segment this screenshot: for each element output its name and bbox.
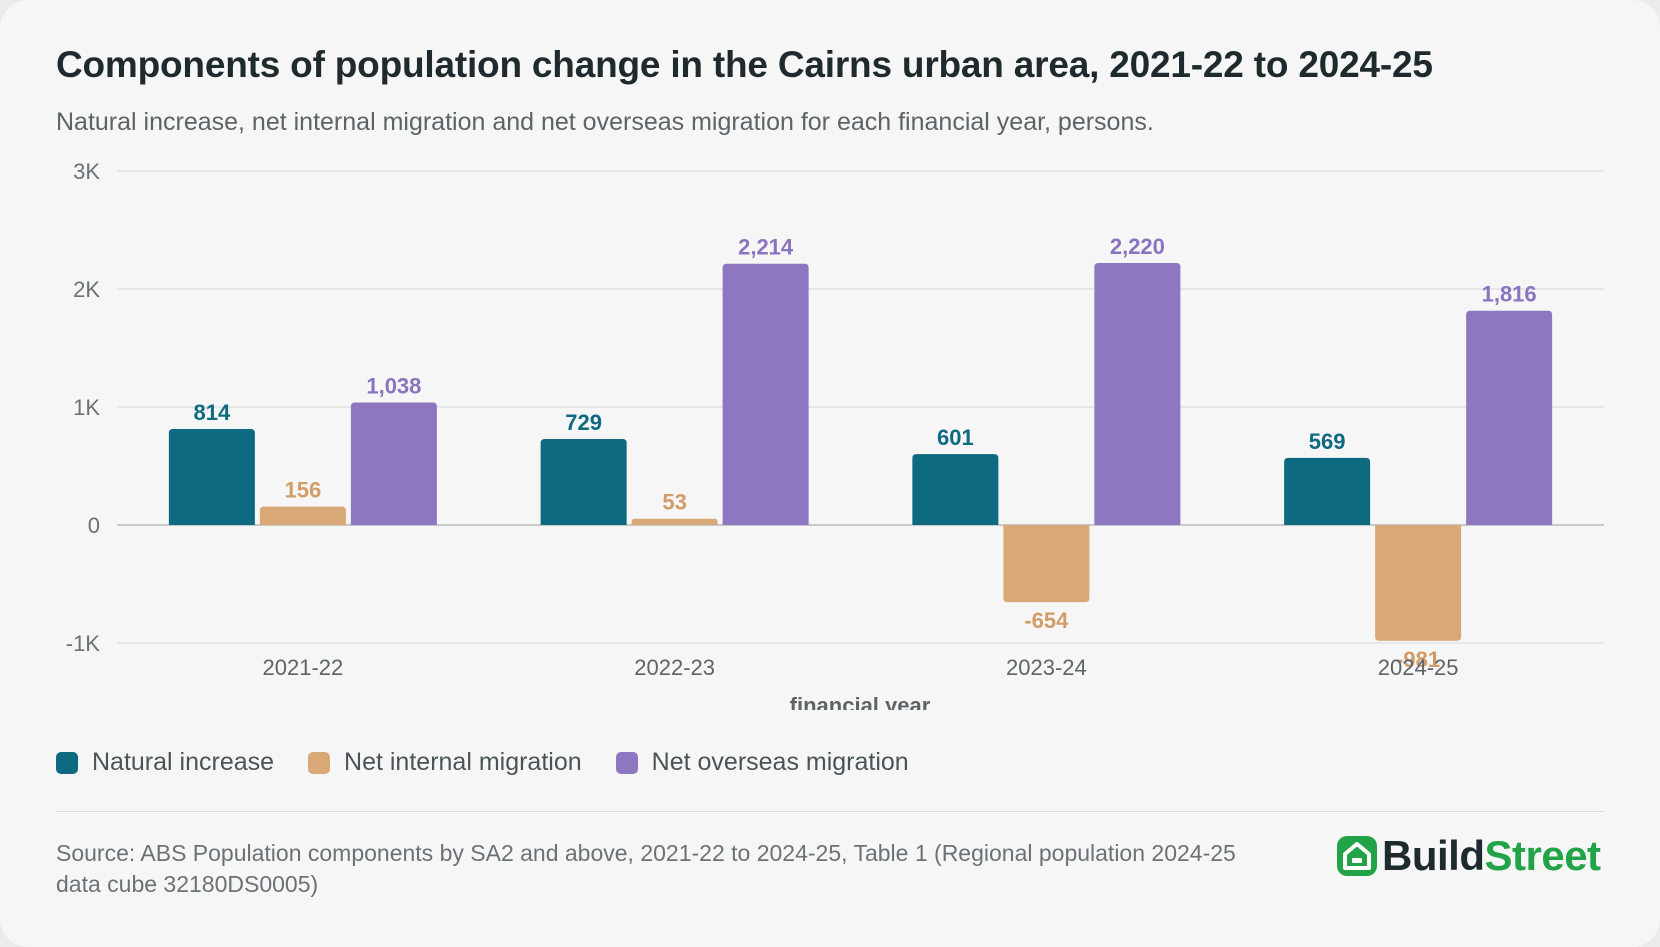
bar-net-internal-migration-2023-24[interactable] (1003, 525, 1090, 603)
bar-net-internal-migration-2022-23[interactable] (631, 518, 718, 525)
bar-net-overseas-migration-2021-22[interactable] (350, 402, 437, 525)
data-label: 729 (565, 410, 602, 435)
bars (168, 263, 1553, 641)
footer-divider (56, 811, 1604, 812)
y-tick-label: 0 (88, 513, 100, 538)
data-labels: 814 156 1,038 729 53 2,214 601 -654 2,220 569 -981… (194, 234, 1537, 672)
chart-subtitle: Natural increase, net internal migration… (56, 108, 1154, 136)
bar-net-overseas-migration-2024-25[interactable] (1466, 310, 1553, 525)
bar-natural-increase-2024-25[interactable] (1284, 457, 1371, 525)
house-icon (1337, 836, 1377, 876)
brand-text-street: Street (1484, 832, 1601, 879)
data-label: 601 (937, 425, 974, 450)
buildstreet-logo[interactable]: Build Street (1336, 832, 1601, 880)
data-label: 156 (285, 478, 322, 503)
legend-swatch (56, 751, 78, 774)
data-label: 1,038 (366, 374, 421, 399)
bar-net-overseas-migration-2023-24[interactable] (1094, 263, 1181, 525)
x-axis-label: financial year (790, 693, 931, 710)
legend-label: Net overseas migration (651, 748, 909, 776)
bar-net-internal-migration-2021-22[interactable] (259, 506, 346, 525)
data-label: 53 (662, 490, 686, 515)
bar-natural-increase-2022-23[interactable] (540, 438, 627, 525)
bar-natural-increase-2023-24[interactable] (912, 454, 999, 525)
data-label: 2,220 (1110, 234, 1165, 259)
x-tick-label: 2022-23 (634, 655, 715, 680)
data-label: -981 (1396, 647, 1440, 672)
legend-item-net-overseas-migration[interactable]: Net overseas migration (615, 748, 909, 777)
legend-swatch (308, 751, 331, 774)
x-tick-label: 2023-24 (1006, 655, 1087, 680)
bar-chart: 3K 2K 1K 0 -1K 814 156 1,038 729 53 2,214 601 -654 2… (66, 159, 1604, 710)
y-tick-label: -1K (66, 631, 101, 656)
data-label: 1,816 (1482, 282, 1537, 307)
legend-swatch (615, 751, 638, 774)
legend-label: Natural increase (92, 748, 275, 776)
bar-net-overseas-migration-2022-23[interactable] (722, 263, 809, 525)
source-note: Source: ABS Population components by SA2… (56, 840, 1236, 897)
legend: Natural increase Net internal migration … (56, 748, 943, 777)
bar-natural-increase-2021-22[interactable] (168, 428, 255, 525)
y-axis-ticks: 3K 2K 1K 0 -1K (66, 159, 101, 656)
brand-text-build: Build (1382, 832, 1485, 879)
legend-item-natural-increase[interactable]: Natural increase (56, 748, 274, 777)
chart-title: Components of population change in the C… (56, 44, 1433, 85)
data-label: 569 (1309, 429, 1346, 454)
data-label: 814 (194, 400, 231, 425)
data-label: 2,214 (738, 235, 794, 260)
data-label: -654 (1024, 608, 1069, 633)
bar-net-internal-migration-2024-25[interactable] (1375, 525, 1462, 641)
legend-label: Net internal migration (344, 748, 582, 776)
y-tick-label: 2K (73, 277, 100, 302)
y-tick-label: 1K (73, 395, 100, 420)
x-tick-label: 2021-22 (263, 655, 344, 680)
x-tick-label: 2024-25 (1378, 655, 1459, 680)
legend-item-net-internal-migration[interactable]: Net internal migration (308, 748, 582, 777)
y-tick-label: 3K (73, 159, 100, 184)
x-axis-ticks: 2021-22 2022-23 2023-24 2024-25 (263, 655, 1459, 680)
